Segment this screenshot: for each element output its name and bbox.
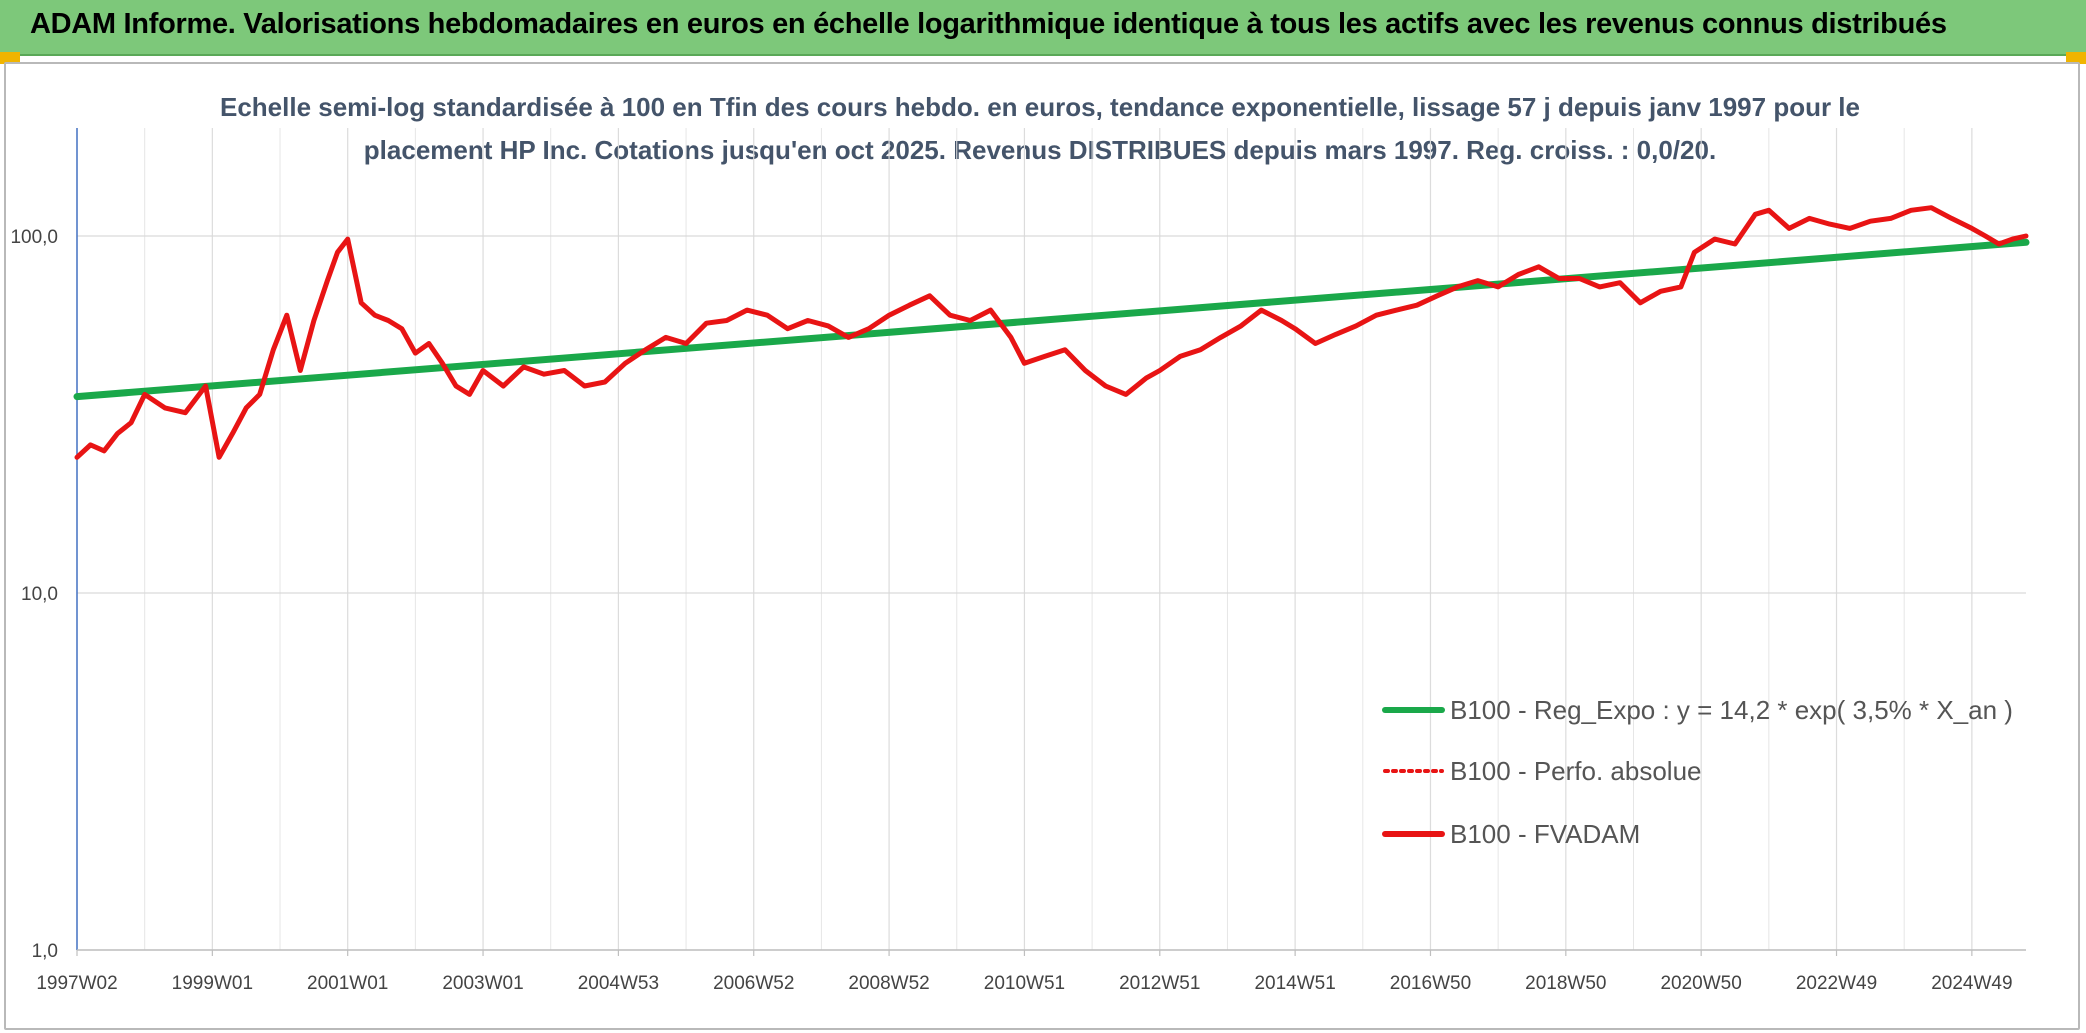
x-tick-label: 1999W01 xyxy=(172,973,253,994)
chart-frame xyxy=(4,62,2080,1030)
x-tick-label: 1997W02 xyxy=(36,973,117,994)
x-tick-label: 2006W52 xyxy=(713,973,794,994)
horizontal-gridlines xyxy=(77,235,2026,951)
x-axis-ticks: 1997W02 1999W01 2001W01 2003W01 2004W53 2006W… xyxy=(36,950,2013,994)
x-tick-label: 2012W51 xyxy=(1119,973,1200,994)
series-line-2 xyxy=(74,205,2029,460)
x-tick-label: 2003W01 xyxy=(442,973,523,994)
legend-label-2: B100 - FVADAM xyxy=(1450,819,1640,849)
x-tick-label: 2022W49 xyxy=(1796,973,1877,994)
series-layer xyxy=(73,205,2030,460)
legend: B100 - Reg_Expo : y = 14,2 * exp( 3,5% *… xyxy=(1382,695,2013,849)
x-tick-label: 2010W51 xyxy=(984,973,1065,994)
y-axis-ticks: 1,0 10,0 100,0 xyxy=(10,227,58,962)
legend-label-0: B100 - Reg_Expo : y = 14,2 * exp( 3,5% *… xyxy=(1450,695,2013,725)
chart-title-line-1: Echelle semi-log standardisée à 100 en T… xyxy=(219,92,1860,122)
header-banner: ADAM Informe. Valorisations hebdomadaire… xyxy=(0,0,2086,56)
x-tick-label: 2004W53 xyxy=(578,973,659,994)
x-tick-label: 2001W01 xyxy=(307,973,388,994)
series-line-0 xyxy=(73,238,2030,401)
y-tick-label: 1,0 xyxy=(32,941,58,962)
y-tick-label: 100,0 xyxy=(10,227,58,248)
x-tick-label: 2020W50 xyxy=(1660,973,1741,994)
chart-title-line-2: placement HP Inc. Cotations jusqu'en oct… xyxy=(363,135,1717,165)
x-tick-label: 2018W50 xyxy=(1525,973,1606,994)
x-tick-label: 2024W49 xyxy=(1931,973,2012,994)
legend-label-1: B100 - Perfo. absolue xyxy=(1450,756,1702,786)
chart-title: Echelle semi-log standardisée à 100 en T… xyxy=(160,86,1920,172)
x-tick-label: 2008W52 xyxy=(848,973,929,994)
corner-marker-right xyxy=(2066,52,2086,64)
x-tick-label: 2016W50 xyxy=(1390,973,1471,994)
corner-marker-left xyxy=(0,52,20,64)
vertical-gridlines xyxy=(76,128,1973,950)
page-title: ADAM Informe. Valorisations hebdomadaire… xyxy=(30,8,1947,40)
y-tick-label: 10,0 xyxy=(21,584,58,605)
x-tick-label: 2014W51 xyxy=(1254,973,1335,994)
